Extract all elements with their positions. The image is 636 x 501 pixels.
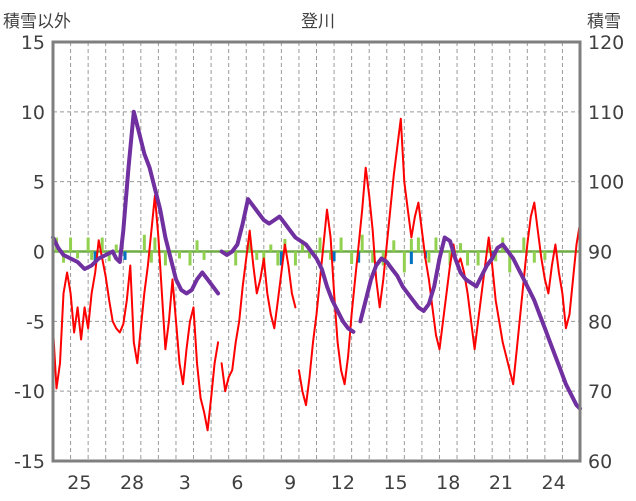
x-tick-label: 21 xyxy=(489,472,513,494)
precip-green-bar xyxy=(459,243,463,252)
left-axis-title: 積雪以外 xyxy=(3,12,71,32)
precip-green-bar xyxy=(318,237,322,252)
precip-green-bar xyxy=(76,251,80,259)
precip-blue-bar xyxy=(279,251,283,266)
precip-green-bar xyxy=(86,237,90,252)
plot-frame xyxy=(51,40,582,463)
left-tick-label: -5 xyxy=(26,311,45,333)
precip-green-bar xyxy=(188,251,192,266)
snow-depth-line xyxy=(51,109,221,296)
chart-title: 登川 xyxy=(301,12,335,32)
precip-green-bar xyxy=(339,237,343,252)
precip-green-bar xyxy=(69,237,73,252)
x-tick-label: 25 xyxy=(67,472,91,494)
x-axis-ticks: 25 28 3 6 9 12 15 18 21 24 xyxy=(67,472,565,494)
x-tick-label: 6 xyxy=(231,472,243,494)
precip-green-bar xyxy=(434,237,438,252)
precip-green-bar xyxy=(543,251,547,260)
precip-green-bar xyxy=(100,237,104,252)
precip-blue-bar xyxy=(409,251,413,265)
left-tick-label: 10 xyxy=(21,102,45,124)
x-tick-label: 24 xyxy=(542,472,566,494)
left-axis-ticks: 15 10 5 0 -5 -10 -15 xyxy=(14,32,45,473)
x-tick-label: 28 xyxy=(120,472,144,494)
precip-green-bar xyxy=(163,251,167,266)
precip-green-bar xyxy=(466,251,470,266)
precip-green-bar xyxy=(392,240,396,252)
precip-blue-bar xyxy=(357,251,361,263)
x-tick-label: 12 xyxy=(331,472,355,494)
precip-green-bar xyxy=(153,237,157,252)
precip-green-bar xyxy=(255,251,259,260)
precip-green-bar xyxy=(508,251,512,273)
precip-green-bar xyxy=(114,244,118,252)
precip-green-bar xyxy=(248,237,252,252)
right-tick-label: 60 xyxy=(588,451,612,473)
precip-green-bar xyxy=(350,251,354,265)
precip-green-bar xyxy=(448,251,452,266)
x-tick-label: 15 xyxy=(383,472,407,494)
precip-blue-bar xyxy=(332,251,336,262)
temperature-line xyxy=(297,117,581,407)
precip-green-bar xyxy=(402,251,406,273)
precip-green-bar xyxy=(234,251,238,266)
right-tick-label: 100 xyxy=(588,172,624,194)
precip-green-bar xyxy=(276,251,280,266)
precip-blue-bar xyxy=(93,251,97,263)
left-tick-label: 15 xyxy=(21,32,45,54)
right-tick-label: 70 xyxy=(588,381,612,403)
precip-green-bar xyxy=(269,244,273,252)
x-tick-label: 9 xyxy=(284,472,296,494)
precip-green-bar xyxy=(177,251,181,259)
precip-green-bar xyxy=(142,234,146,252)
left-tick-label: -10 xyxy=(14,381,45,403)
series-lines xyxy=(51,109,582,432)
precip-green-bar xyxy=(202,251,206,260)
precip-green-bar xyxy=(416,237,420,252)
precip-blue-bar xyxy=(123,251,127,260)
precip-green-bar xyxy=(90,251,94,260)
precip-green-bar xyxy=(300,240,304,252)
precip-green-bar xyxy=(360,234,364,252)
x-tick-label: 18 xyxy=(436,472,460,494)
precip-green-bar xyxy=(409,238,413,252)
snow-depth-line xyxy=(219,197,356,334)
precip-green-bar xyxy=(293,251,297,266)
precip-green-bar xyxy=(107,251,111,262)
precip-green-bar xyxy=(522,237,526,252)
left-tick-label: 0 xyxy=(33,242,45,264)
left-tick-label: 5 xyxy=(33,172,45,194)
precip-green-bar xyxy=(195,240,199,252)
left-tick-label: -15 xyxy=(14,451,45,473)
snow-depth-line xyxy=(358,235,582,411)
temperature-line xyxy=(220,229,297,393)
right-axis-ticks: 120 110 100 90 80 70 60 xyxy=(588,32,624,473)
x-tick-label: 3 xyxy=(179,472,191,494)
right-axis-title: 積雪 xyxy=(587,12,621,32)
precip-green-bar xyxy=(307,251,311,259)
right-tick-label: 110 xyxy=(588,102,624,124)
precip-green-bar xyxy=(532,251,536,263)
precip-green-bar xyxy=(371,251,375,263)
precip-green-bar xyxy=(476,251,480,266)
right-tick-label: 80 xyxy=(588,311,612,333)
precip-green-bar xyxy=(149,251,153,263)
precip-green-bar xyxy=(494,251,498,262)
precip-green-bar xyxy=(427,251,431,263)
precip-green-bar xyxy=(329,251,333,260)
precip-green-bar xyxy=(487,240,491,252)
right-tick-label: 90 xyxy=(588,242,612,264)
temperature-line xyxy=(52,194,220,432)
right-tick-label: 120 xyxy=(588,32,624,54)
